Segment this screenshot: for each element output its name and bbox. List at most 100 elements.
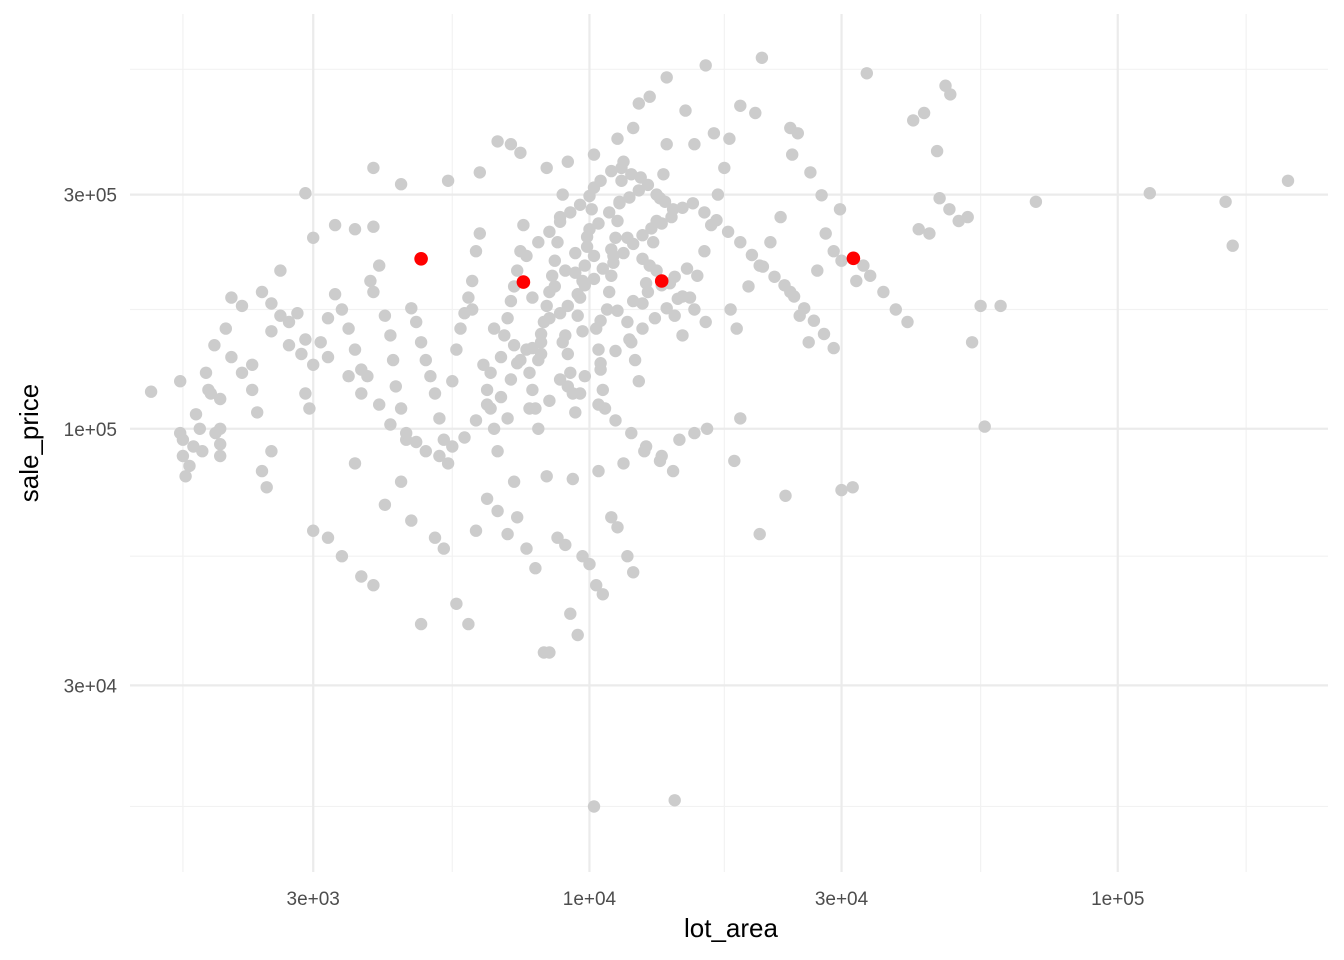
data-point: [653, 454, 667, 468]
data-point: [466, 303, 479, 316]
minor-gridlines: [130, 14, 1328, 872]
data-point: [529, 562, 542, 575]
data-point: [676, 201, 689, 214]
data-point: [534, 327, 548, 341]
data-point: [348, 223, 362, 236]
data-point: [454, 322, 467, 335]
data-point: [480, 383, 494, 397]
data-point: [561, 299, 574, 313]
data-point: [394, 402, 408, 415]
data-point: [833, 203, 847, 216]
y-tick-labels: 3e+04 1e+05 3e+05: [64, 186, 118, 698]
data-point: [1143, 187, 1157, 200]
data-point: [386, 353, 400, 367]
data-point: [802, 336, 815, 349]
data-point: [827, 341, 840, 355]
highlighted-point: [846, 251, 861, 266]
data-point: [639, 440, 653, 453]
data-point: [569, 266, 582, 279]
data-point: [699, 315, 712, 329]
data-point: [561, 155, 574, 168]
data-point: [961, 210, 974, 224]
data-point: [632, 97, 645, 110]
data-point: [580, 240, 594, 253]
data-point: [707, 127, 721, 140]
data-point: [469, 524, 483, 537]
data-point: [543, 646, 556, 659]
data-point: [650, 264, 663, 277]
data-point: [199, 366, 213, 379]
data-point: [546, 269, 559, 282]
data-point: [367, 220, 380, 233]
data-point: [501, 312, 514, 325]
data-point: [179, 470, 192, 483]
data-point: [711, 188, 725, 201]
data-point: [321, 531, 335, 544]
data-point: [609, 231, 622, 244]
data-point: [965, 336, 979, 349]
data-point: [214, 392, 227, 406]
data-point: [607, 256, 620, 269]
data-point: [282, 315, 296, 329]
data-point: [688, 138, 701, 151]
data-point: [596, 262, 609, 275]
data-point: [548, 254, 561, 267]
data-point: [611, 214, 624, 228]
data-point: [917, 106, 931, 120]
x-tick-label: 3e+03: [287, 889, 340, 910]
data-point: [480, 492, 494, 505]
data-point: [671, 292, 684, 305]
data-point: [587, 249, 601, 263]
data-point: [193, 422, 206, 435]
data-point: [676, 329, 689, 342]
data-point: [583, 189, 596, 203]
data-point: [930, 144, 944, 158]
data-point: [723, 132, 736, 145]
data-point: [578, 370, 591, 383]
data-point: [419, 353, 432, 367]
data-point: [734, 236, 747, 249]
data-point: [307, 358, 320, 371]
data-point: [657, 168, 670, 181]
data-point: [214, 422, 227, 435]
data-point: [645, 222, 658, 235]
data-point: [623, 191, 636, 204]
data-point: [335, 303, 349, 316]
data-point: [373, 398, 386, 411]
data-point: [978, 420, 991, 433]
data-point: [446, 440, 459, 453]
data-point: [594, 174, 607, 187]
data-point: [491, 445, 504, 458]
data-point: [355, 570, 368, 583]
data-point: [728, 454, 741, 468]
data-point: [543, 394, 556, 407]
data-point: [578, 279, 591, 292]
data-point: [974, 299, 987, 313]
data-point: [933, 192, 946, 205]
data-point: [299, 387, 312, 400]
data-point: [487, 422, 501, 435]
data-point: [573, 198, 587, 211]
data-point: [815, 189, 828, 202]
data-point: [666, 464, 680, 478]
data-point: [480, 398, 494, 411]
data-point: [576, 325, 589, 338]
data-point: [594, 314, 607, 327]
data-point: [603, 285, 616, 299]
data-point: [520, 542, 533, 555]
data-point: [517, 218, 530, 232]
data-point: [827, 245, 840, 258]
data-point: [265, 297, 278, 310]
data-point: [504, 373, 518, 386]
data-point: [605, 243, 618, 256]
data-point: [484, 366, 497, 379]
data-point: [307, 231, 320, 244]
data-point: [700, 422, 714, 435]
data-point: [734, 412, 747, 425]
data-point: [585, 203, 598, 216]
x-tick-label: 1e+04: [563, 889, 617, 910]
data-point: [764, 236, 777, 249]
data-point: [643, 90, 656, 103]
data-point: [532, 422, 545, 435]
data-point: [609, 344, 622, 358]
